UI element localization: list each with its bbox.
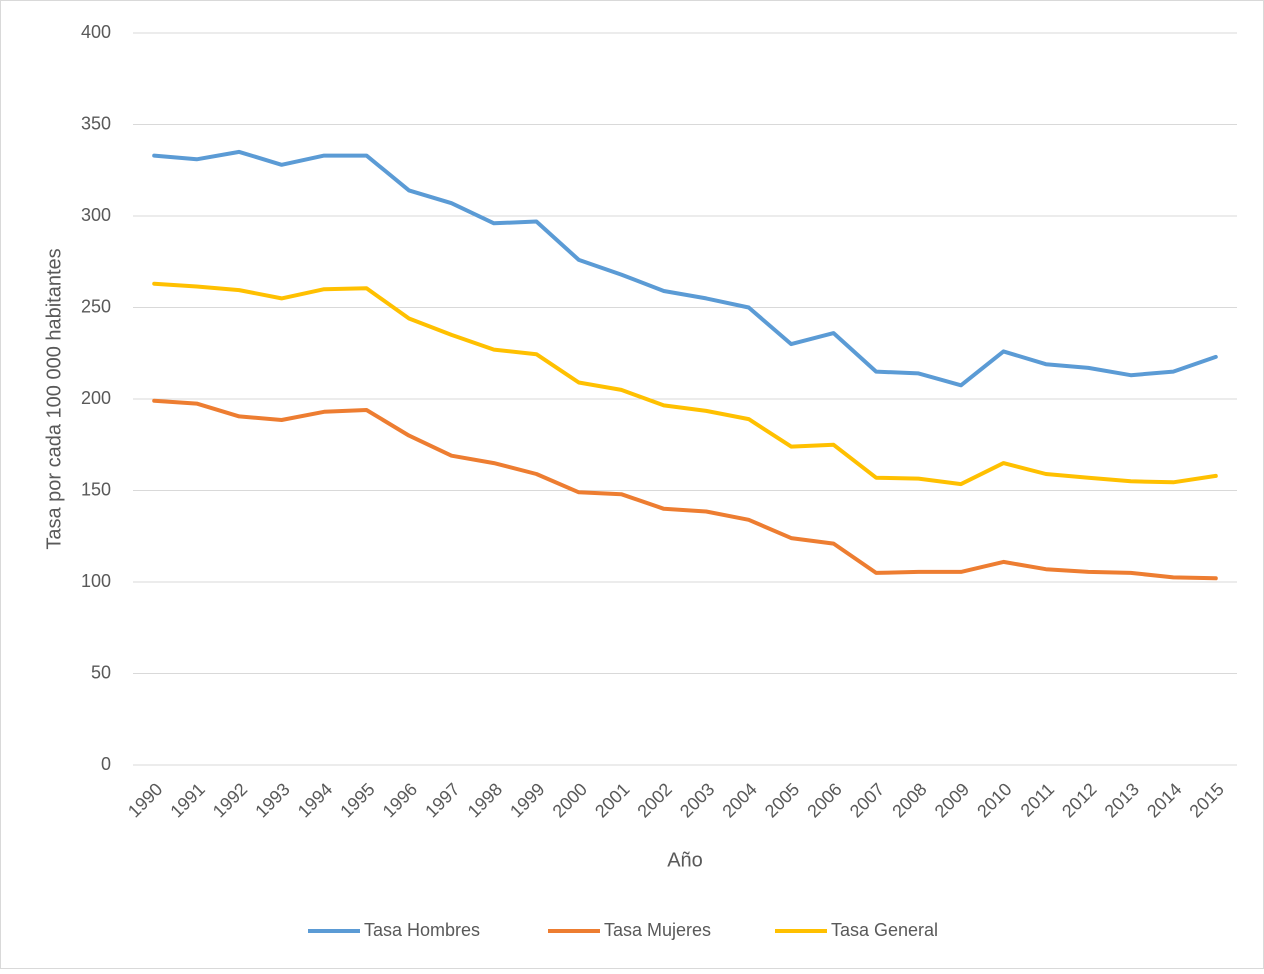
y-tick-label: 300 [81, 205, 111, 225]
y-tick-label: 100 [81, 571, 111, 591]
data-line [152, 149, 1218, 388]
legend-label: Tasa Mujeres [604, 920, 711, 940]
y-tick-label: 0 [101, 754, 111, 774]
y-tick-label: 150 [81, 479, 111, 499]
legend-label: Tasa Hombres [364, 920, 480, 940]
legend-label: Tasa General [831, 920, 938, 940]
x-axis-title: Año [667, 849, 703, 871]
y-tick-label: 250 [81, 296, 111, 316]
y-axis-title: Tasa por cada 100 000 habitantes [43, 248, 65, 549]
data-line [152, 398, 1218, 581]
data-line [152, 281, 1218, 487]
y-tick-label: 400 [81, 22, 111, 42]
y-tick-label: 50 [91, 662, 111, 682]
y-tick-label: 200 [81, 388, 111, 408]
y-tick-label: 350 [81, 113, 111, 133]
